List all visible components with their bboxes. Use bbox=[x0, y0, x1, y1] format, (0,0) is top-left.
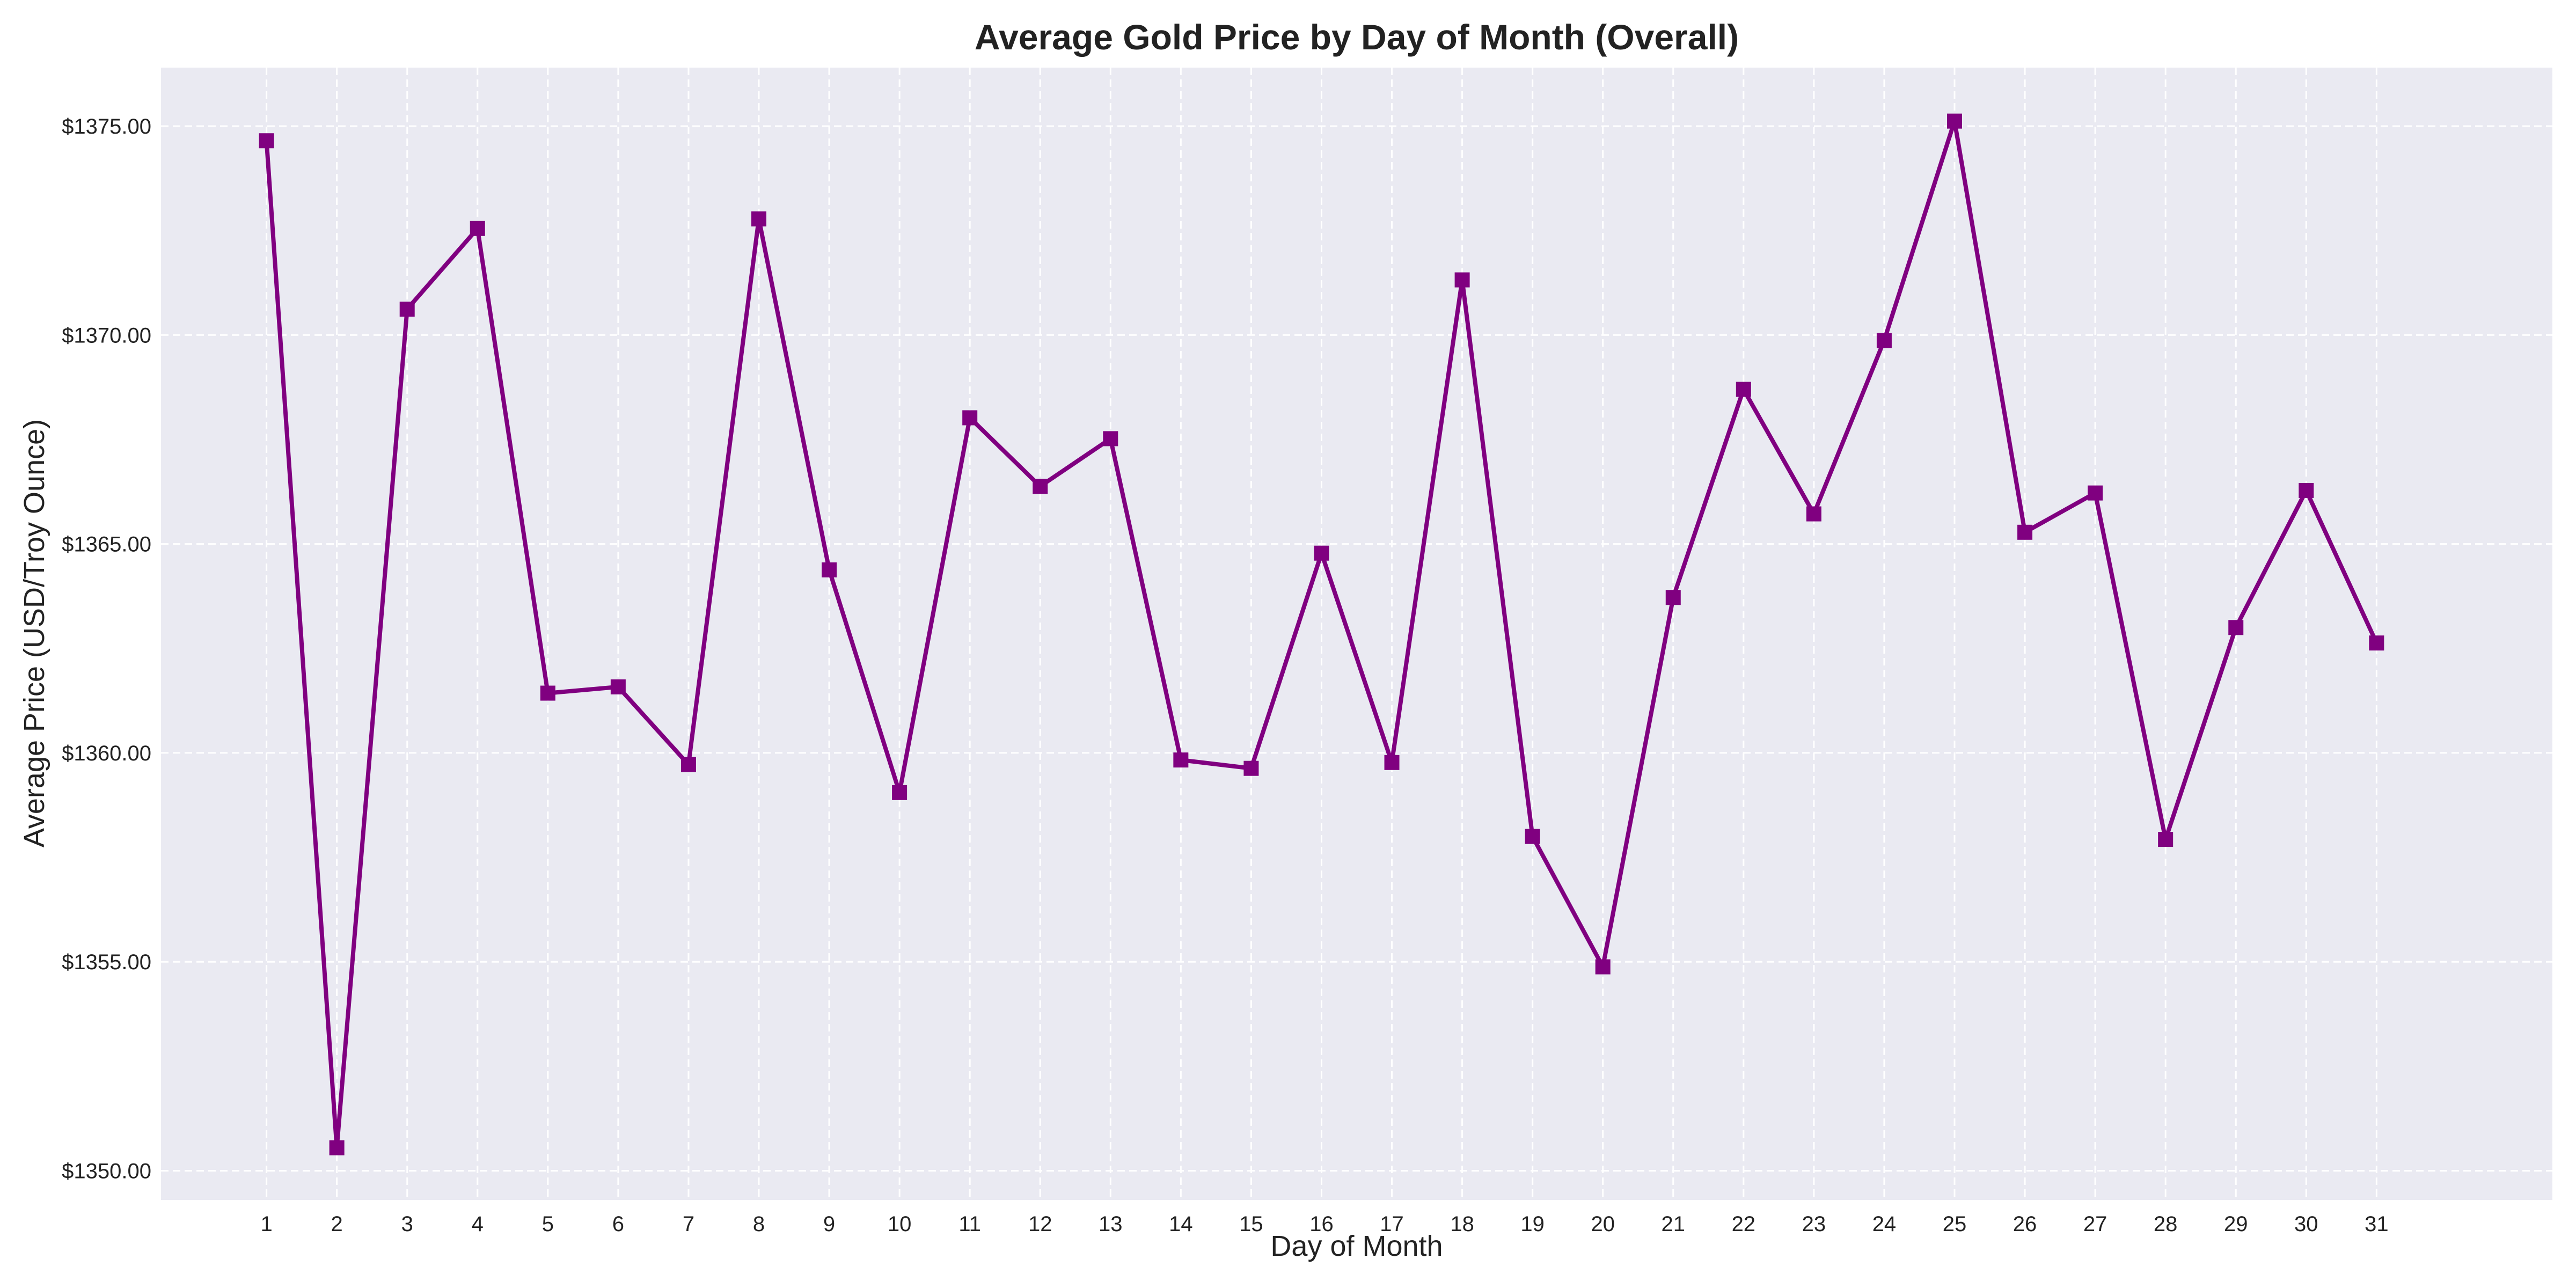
y-tick-label: $1370.00 bbox=[62, 324, 151, 347]
x-tick-label: 28 bbox=[2154, 1212, 2178, 1236]
x-tick-label: 9 bbox=[823, 1212, 835, 1236]
data-point-marker bbox=[1243, 760, 1259, 776]
data-point-marker bbox=[2017, 524, 2033, 540]
data-point-marker bbox=[2228, 620, 2244, 635]
x-tick-label: 6 bbox=[612, 1212, 624, 1236]
data-point-marker bbox=[962, 410, 978, 426]
data-point-marker bbox=[1876, 333, 1892, 348]
data-point-marker bbox=[259, 133, 274, 149]
x-axis-label: Day of Month bbox=[1270, 1230, 1443, 1262]
x-tick-label: 20 bbox=[1591, 1212, 1615, 1236]
data-point-marker bbox=[470, 221, 485, 236]
x-tick-labels: 1 2 3 4 5 6 7 8 9 10 11 12 13 14 15 16 17 18 19 20 21 22 23 24 2… bbox=[260, 1212, 2388, 1236]
x-tick-label: 15 bbox=[1239, 1212, 1263, 1236]
series-layer bbox=[259, 113, 2384, 1155]
x-tick-label: 8 bbox=[753, 1212, 765, 1236]
data-point-marker bbox=[1103, 431, 1118, 447]
x-tick-label: 2 bbox=[331, 1212, 343, 1236]
x-tick-label: 23 bbox=[1802, 1212, 1826, 1236]
y-axis-label: Average Price (USD/Troy Ounce) bbox=[18, 419, 50, 847]
data-point-marker bbox=[1806, 506, 1821, 522]
data-point-marker bbox=[2369, 635, 2384, 651]
data-point-marker bbox=[540, 685, 555, 701]
x-tick-label: 24 bbox=[1872, 1212, 1897, 1236]
data-point-marker bbox=[751, 211, 766, 226]
data-point-marker bbox=[892, 785, 908, 800]
x-tick-label: 22 bbox=[1732, 1212, 1756, 1236]
x-tick-label: 13 bbox=[1099, 1212, 1123, 1236]
data-point-marker bbox=[1033, 479, 1048, 494]
y-tick-label: $1355.00 bbox=[62, 950, 151, 974]
data-point-marker bbox=[1665, 590, 1681, 605]
x-tick-label: 11 bbox=[958, 1212, 981, 1236]
data-point-marker bbox=[1454, 272, 1470, 288]
data-point-marker bbox=[1525, 829, 1540, 844]
data-point-marker bbox=[610, 679, 626, 694]
data-point-marker bbox=[2088, 485, 2103, 501]
x-tick-label: 14 bbox=[1169, 1212, 1193, 1236]
data-point-marker bbox=[2158, 832, 2174, 847]
x-tick-label: 5 bbox=[542, 1212, 554, 1236]
x-tick-label: 29 bbox=[2224, 1212, 2248, 1236]
x-tick-label: 18 bbox=[1450, 1212, 1474, 1236]
chart-title: Average Gold Price by Day of Month (Over… bbox=[975, 17, 1739, 57]
x-tick-label: 21 bbox=[1662, 1212, 1686, 1236]
x-tick-label: 31 bbox=[2365, 1212, 2389, 1236]
data-point-marker bbox=[1736, 382, 1751, 397]
data-point-marker bbox=[1384, 755, 1400, 770]
y-tick-label: $1350.00 bbox=[62, 1159, 151, 1183]
plot-area bbox=[161, 68, 2552, 1200]
data-point-marker bbox=[329, 1140, 345, 1155]
y-tick-label: $1365.00 bbox=[62, 533, 151, 557]
data-point-marker bbox=[2299, 482, 2314, 498]
x-tick-label: 30 bbox=[2294, 1212, 2318, 1236]
x-tick-label: 25 bbox=[1943, 1212, 1967, 1236]
data-point-marker bbox=[822, 562, 837, 577]
y-tick-labels: $1350.00 $1355.00 $1360.00 $1365.00 $1370.00… bbox=[62, 115, 151, 1183]
data-point-marker bbox=[1595, 959, 1611, 975]
x-tick-label: 1 bbox=[260, 1212, 272, 1236]
x-tick-label: 17 bbox=[1380, 1212, 1404, 1236]
x-tick-label: 3 bbox=[401, 1212, 413, 1236]
x-tick-label: 19 bbox=[1520, 1212, 1545, 1236]
data-point-marker bbox=[1173, 752, 1189, 768]
y-tick-label: $1375.00 bbox=[62, 115, 151, 138]
x-tick-label: 26 bbox=[2013, 1212, 2037, 1236]
x-tick-label: 7 bbox=[683, 1212, 694, 1236]
data-point-marker bbox=[1314, 545, 1329, 561]
x-tick-label: 12 bbox=[1028, 1212, 1052, 1236]
data-point-marker bbox=[680, 757, 696, 772]
x-tick-label: 16 bbox=[1309, 1212, 1334, 1236]
x-tick-label: 27 bbox=[2083, 1212, 2107, 1236]
x-tick-label: 4 bbox=[472, 1212, 484, 1236]
x-tick-label: 10 bbox=[888, 1212, 912, 1236]
data-point-marker bbox=[1947, 113, 1962, 129]
y-tick-label: $1360.00 bbox=[62, 742, 151, 765]
grid-lines bbox=[161, 68, 2552, 1200]
data-point-marker bbox=[399, 302, 415, 317]
